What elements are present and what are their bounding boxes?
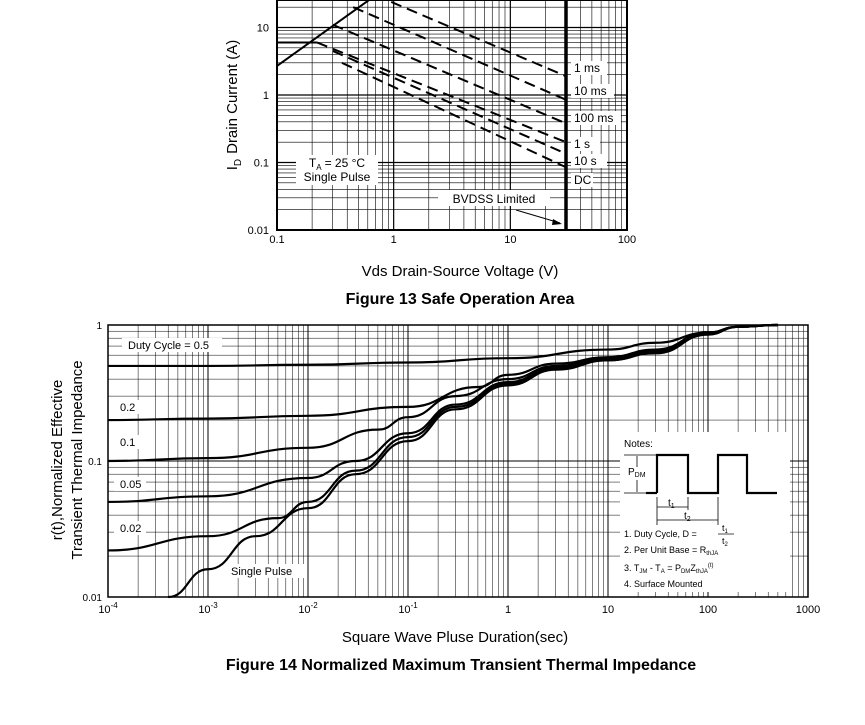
zth-y-axis-label: r(t),Normalized Effective Transient Ther… bbox=[49, 360, 86, 559]
zth-y-tick-label: 1 bbox=[96, 321, 102, 332]
soa-y-tick-label: 10 bbox=[257, 23, 269, 35]
zth-series-labels: Duty Cycle = 0.5 0.2 0.1 0.05 0.02 Single Pul… bbox=[114, 338, 304, 578]
soa-y-tick-label: 0.1 bbox=[254, 158, 269, 170]
svg-text:1. Duty Cycle, D =: 1. Duty Cycle, D = bbox=[624, 529, 697, 539]
soa-series-label-bg bbox=[571, 111, 621, 125]
zth-lines bbox=[107, 323, 778, 599]
svg-text:IDDrain Current (A): IDDrain Current (A) bbox=[224, 40, 244, 171]
zth-series-label-bg bbox=[114, 521, 146, 535]
zth-series-label-bg bbox=[114, 435, 140, 449]
zth-x-tick-label: 10-2 bbox=[298, 601, 318, 616]
zth-series-label: 0.05 bbox=[120, 479, 141, 491]
soa-series-label-bg bbox=[571, 173, 593, 187]
soa-rds-on-line bbox=[276, 0, 371, 67]
zth-y-tick-label: 0.01 bbox=[83, 593, 103, 604]
svg-text:4. Surface Mounted: 4. Surface Mounted bbox=[624, 579, 703, 589]
soa-series-label: 100 ms bbox=[574, 111, 613, 125]
svg-text:r(t),Normalized Effective: r(t),Normalized Effective bbox=[49, 380, 66, 541]
zth-series-label: Duty Cycle = 0.5 bbox=[128, 340, 209, 352]
zth-x-axis-label: Square Wave Pluse Duration(sec) bbox=[342, 629, 568, 646]
soa-series-label: 1 s bbox=[574, 137, 590, 151]
soa-y-tick-label: 0.01 bbox=[248, 225, 269, 237]
zth-y-tick-label: 0.1 bbox=[88, 457, 102, 468]
notes-panel: Notes: PDM t1 t2 1. Duty Cycle, D = bbox=[620, 432, 790, 592]
soa-x-tick-label: 1 bbox=[391, 234, 397, 246]
zth-series-label: 0.02 bbox=[120, 523, 141, 535]
pulse-waveform bbox=[655, 453, 777, 495]
svg-text:3. TJM - TA = PDMZthJA(t): 3. TJM - TA = PDMZthJA(t) bbox=[624, 563, 714, 575]
soa-series-line bbox=[332, 49, 567, 155]
thermal-impedance-chart: Duty Cycle = 0.5 0.2 0.1 0.05 0.02 Single Pul… bbox=[49, 321, 820, 674]
soa-series-line bbox=[341, 61, 567, 169]
soa-x-axis-label: Vds Drain-Source Voltage (V) bbox=[362, 263, 559, 280]
svg-text:Notes:: Notes: bbox=[624, 439, 653, 450]
svg-text:Single Pulse: Single Pulse bbox=[304, 170, 371, 184]
soa-series-label-bg bbox=[571, 84, 614, 98]
soa-series-label: 10 s bbox=[574, 154, 597, 168]
soa-y-tick-label: 1 bbox=[263, 90, 269, 102]
soa-x-tick-label: 0.1 bbox=[269, 234, 284, 246]
zth-series-label: 0.1 bbox=[120, 437, 135, 449]
zth-series-line bbox=[168, 323, 778, 599]
svg-text:BVDSS Limited: BVDSS Limited bbox=[453, 192, 536, 206]
soa-series-label-bg bbox=[571, 61, 607, 75]
soa-series-label-bg bbox=[571, 137, 600, 151]
svg-text:t1: t1 bbox=[722, 523, 729, 535]
zth-series-label-bg bbox=[122, 338, 222, 352]
pdm-label: PDM bbox=[628, 467, 646, 479]
soa-title: Figure 13 Safe Operation Area bbox=[346, 291, 575, 308]
soa-series-line bbox=[316, 41, 567, 144]
zth-title: Figure 14 Normalized Maximum Transient T… bbox=[226, 657, 696, 674]
soa-series-label: 10 ms bbox=[574, 84, 607, 98]
soa-series-label: 1 ms bbox=[574, 61, 600, 75]
svg-text:Transient Thermal Impedance: Transient Thermal Impedance bbox=[69, 360, 86, 559]
svg-text:t1: t1 bbox=[668, 498, 675, 510]
bvdss-callout: BVDSS Limited bbox=[438, 190, 562, 225]
svg-text:2. Per Unit Base = RthJA: 2. Per Unit Base = RthJA bbox=[624, 545, 718, 557]
soa-series-line bbox=[352, 6, 567, 101]
zth-series-label: Single Pulse bbox=[231, 566, 292, 578]
zth-x-tick-label: 1000 bbox=[796, 604, 820, 616]
soa-lines bbox=[276, 0, 568, 230]
svg-text:t2: t2 bbox=[684, 511, 691, 523]
soa-annotation: TA = 25 °C Single Pulse bbox=[296, 155, 378, 185]
zth-series-label-bg bbox=[114, 400, 140, 414]
svg-text:t2: t2 bbox=[722, 536, 729, 548]
zth-series-label: 0.2 bbox=[120, 402, 135, 414]
zth-x-tick-label: 10-1 bbox=[398, 601, 418, 616]
soa-series-label-bg bbox=[571, 154, 607, 168]
zth-x-tick-label: 10 bbox=[602, 604, 614, 616]
zth-x-tick-label: 100 bbox=[699, 604, 717, 616]
soa-series-line bbox=[332, 23, 567, 125]
zth-x-tick-label: 1 bbox=[505, 604, 511, 616]
soa-y-axis-label: IDDrain Current (A) bbox=[224, 40, 244, 171]
soa-x-tick-label: 100 bbox=[618, 234, 636, 246]
soa-series-label: DC bbox=[574, 173, 592, 187]
soa-series-line bbox=[384, 0, 567, 78]
zth-x-tick-label: 10-3 bbox=[198, 601, 218, 616]
zth-series-label-bg bbox=[114, 477, 146, 491]
soa-series-labels: 1 ms 10 ms 100 ms 1 s 10 s DC bbox=[571, 61, 621, 187]
zth-series-label-bg bbox=[226, 564, 304, 578]
soa-x-tick-label: 10 bbox=[504, 234, 516, 246]
svg-text:TA= 25 °C: TA = 25 °C bbox=[309, 156, 366, 172]
